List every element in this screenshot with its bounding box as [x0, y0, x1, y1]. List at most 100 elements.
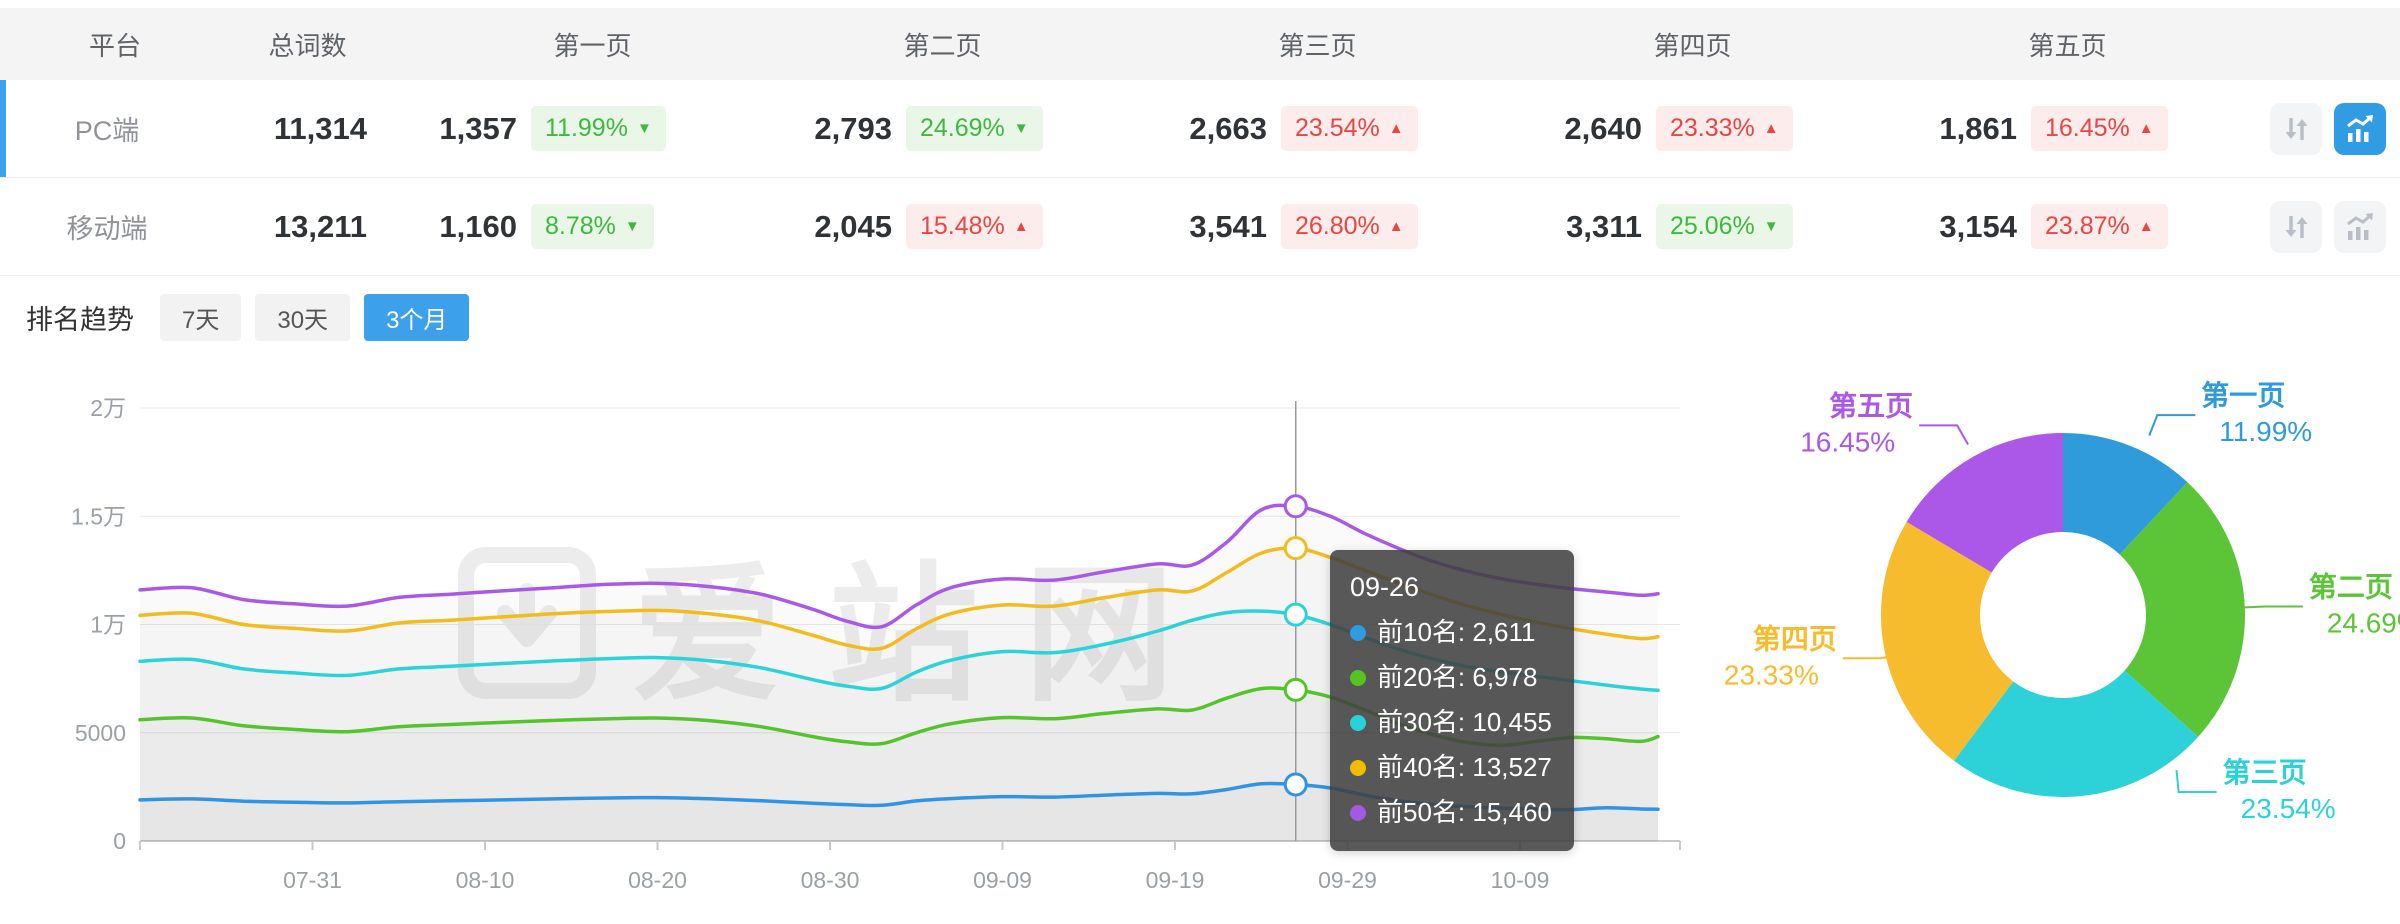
- y-axis-label: 0: [113, 828, 126, 854]
- page3-count: 3,541: [1189, 208, 1267, 244]
- page5-change-badge: 23.87% ▲: [2031, 204, 2168, 249]
- tab-7days[interactable]: 7天: [160, 293, 242, 341]
- page5-count: 1,861: [1939, 110, 2017, 146]
- rank-trend-line-chart[interactable]: 0 5000 1万 1.5万 2万 07-31 08-10 08-20 08-30 09-09 09…: [0, 356, 1700, 916]
- trend-arrow-icon: ▲: [1388, 120, 1404, 137]
- aizhan-logo-icon: [458, 546, 596, 699]
- donut-label-leader: [2175, 770, 2217, 794]
- page4-change-badge: 25.06% ▼: [1656, 204, 1793, 249]
- sort-arrows-button[interactable]: [2270, 102, 2322, 155]
- page4-count: 3,311: [1566, 208, 1642, 244]
- page4-count: 2,640: [1564, 110, 1642, 146]
- charts-area: 爱站网 050001万1.5万2万07-3108-1008-2008-3009-…: [0, 356, 2400, 916]
- donut-slice-第一页[interactable]: [2063, 433, 2188, 555]
- table-row-pc[interactable]: PC端 11,314 1,357 11.99% ▼ 2,793 24.69% ▼ 2…: [0, 80, 2400, 178]
- page3-change-badge: 23.54% ▲: [1281, 106, 1418, 151]
- page1-count: 1,160: [439, 208, 517, 244]
- y-axis-label: 1.5万: [71, 503, 126, 529]
- tooltip-date: 09-26: [1350, 572, 1420, 602]
- donut-label-percent: 24.69%: [2327, 608, 2400, 639]
- trend-arrow-icon: ▼: [624, 218, 640, 235]
- page1-change-badge: 8.78% ▼: [531, 204, 654, 249]
- trend-toolbar: 排名趋势 7天 30天 3个月: [0, 278, 2400, 356]
- col-header-page4: 第四页: [1653, 30, 1732, 61]
- donut-label-percent: 23.33%: [1724, 659, 1819, 690]
- page2-change-badge: 24.69% ▼: [906, 106, 1043, 151]
- tooltip-item: 前10名: 2,611: [1350, 610, 1552, 655]
- chart-icon: [2347, 114, 2373, 142]
- donut-label-name: 第三页: [2223, 756, 2307, 788]
- table-row-mobile[interactable]: 移动端 13,211 1,160 8.78% ▼ 2,045 15.48% ▲ 3,…: [0, 178, 2400, 276]
- page3-count: 2,663: [1189, 110, 1267, 146]
- page5-count: 3,154: [1939, 208, 2017, 244]
- highlight-marker-前20名: [1283, 677, 1308, 702]
- page5-change-badge: 16.45% ▲: [2031, 106, 2168, 151]
- series-dot-icon: [1350, 714, 1366, 731]
- donut-label-leader: [1919, 424, 1969, 446]
- line-chart-panel: 爱站网 050001万1.5万2万07-3108-1008-2008-3009-…: [0, 356, 1700, 916]
- series-dot-icon: [1350, 624, 1366, 641]
- trend-arrow-icon: ▼: [1763, 218, 1779, 235]
- highlight-marker-前30名: [1283, 602, 1308, 627]
- donut-label-name: 第四页: [1753, 622, 1837, 654]
- platform-label: 移动端: [66, 214, 148, 244]
- x-axis-label: 07-31: [283, 867, 342, 893]
- page4-change-badge: 23.33% ▲: [1656, 106, 1793, 151]
- y-axis-label: 5000: [75, 720, 126, 746]
- page-distribution-donut-chart[interactable]: 第一页 11.99% 第二页 24.69% 第三页 23.54% 第四页 23.33% 第五页 1…: [1700, 356, 2400, 916]
- donut-label-name: 第二页: [2309, 571, 2393, 603]
- trend-arrow-icon: ▲: [2138, 120, 2154, 137]
- table-header: 平台 总词数 第一页 第二页 第三页 第四页 第五页: [0, 8, 2400, 80]
- tooltip-item: 前30名: 10,455: [1350, 700, 1552, 745]
- sort-arrows-button[interactable]: [2270, 200, 2322, 253]
- donut-label-percent: 11.99%: [2219, 416, 2312, 447]
- donut-slice-第三页[interactable]: [1953, 670, 2199, 797]
- series-dot-icon: [1350, 669, 1366, 686]
- trend-arrow-icon: ▲: [1763, 120, 1779, 137]
- donut-label-leader: [1842, 653, 1903, 660]
- x-axis-label: 08-30: [801, 867, 860, 893]
- tab-30days[interactable]: 30天: [255, 293, 351, 341]
- trend-arrow-icon: ▲: [2138, 218, 2154, 235]
- tooltip-item: 前40名: 13,527: [1350, 745, 1552, 790]
- x-axis-label: 09-29: [1318, 867, 1377, 893]
- chart-tooltip: 09-26 前10名: 2,611 前20名: 6,978 前30名: 10,455…: [1330, 550, 1574, 851]
- trend-arrow-icon: ▼: [636, 120, 652, 137]
- y-axis-label: 1万: [90, 612, 126, 638]
- col-header-page2: 第二页: [903, 30, 982, 61]
- x-axis-label: 09-19: [1146, 867, 1205, 893]
- col-header-platform: 平台: [88, 30, 141, 61]
- total-words-value: 11,314: [273, 110, 367, 146]
- col-header-page5: 第五页: [2028, 30, 2107, 61]
- col-header-page3: 第三页: [1278, 30, 1357, 61]
- trend-chart-button[interactable]: [2334, 102, 2386, 155]
- highlight-marker-前40名: [1283, 536, 1308, 561]
- tab-3months[interactable]: 3个月: [364, 293, 470, 341]
- col-header-page1: 第一页: [553, 30, 632, 61]
- x-axis-label: 09-09: [973, 867, 1032, 893]
- donut-slice-第二页[interactable]: [2119, 482, 2245, 737]
- page2-change-badge: 15.48% ▲: [906, 204, 1043, 249]
- x-axis-label: 10-09: [1491, 867, 1550, 893]
- tooltip-item: 前20名: 6,978: [1350, 655, 1552, 700]
- trend-section-title: 排名趋势: [26, 304, 134, 335]
- page3-change-badge: 26.80% ▲: [1281, 204, 1418, 249]
- donut-label-name: 第五页: [1829, 389, 1913, 421]
- page2-count: 2,045: [814, 208, 892, 244]
- chart-icon: [2347, 212, 2373, 240]
- trend-arrow-icon: ▼: [1013, 120, 1029, 137]
- x-axis-label: 08-10: [456, 867, 515, 893]
- page1-change-badge: 11.99% ▼: [531, 106, 666, 151]
- donut-label-percent: 23.54%: [2241, 793, 2336, 824]
- y-axis-label: 2万: [90, 395, 126, 421]
- series-dot-icon: [1350, 804, 1366, 821]
- page1-count: 1,357: [439, 110, 517, 146]
- donut-label-leader: [2242, 605, 2303, 609]
- trend-arrow-icon: ▲: [1388, 218, 1404, 235]
- trend-arrow-icon: ▲: [1013, 218, 1029, 235]
- donut-slice-第四页[interactable]: [1881, 521, 2014, 761]
- tooltip-item: 前50名: 15,460: [1350, 790, 1552, 835]
- donut-slice-第五页[interactable]: [1906, 433, 2063, 573]
- x-axis-label: 08-20: [628, 867, 687, 893]
- trend-chart-button[interactable]: [2334, 200, 2386, 253]
